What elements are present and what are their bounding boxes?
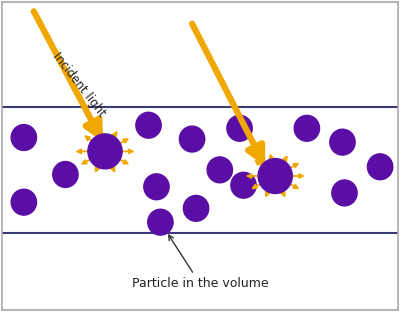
Ellipse shape [368,154,393,180]
Ellipse shape [136,112,161,138]
Text: Particle in the volume: Particle in the volume [132,235,268,290]
Ellipse shape [231,172,256,198]
Ellipse shape [144,174,169,200]
Ellipse shape [53,162,78,188]
Ellipse shape [294,115,320,141]
Ellipse shape [207,157,232,183]
Ellipse shape [180,126,205,152]
Ellipse shape [148,209,173,235]
Ellipse shape [183,195,209,221]
Ellipse shape [88,134,122,169]
Ellipse shape [330,129,355,155]
Text: Incident light: Incident light [50,51,108,120]
Ellipse shape [332,180,357,206]
Ellipse shape [11,189,36,215]
Ellipse shape [227,115,252,141]
Ellipse shape [11,124,36,150]
Ellipse shape [258,158,292,193]
